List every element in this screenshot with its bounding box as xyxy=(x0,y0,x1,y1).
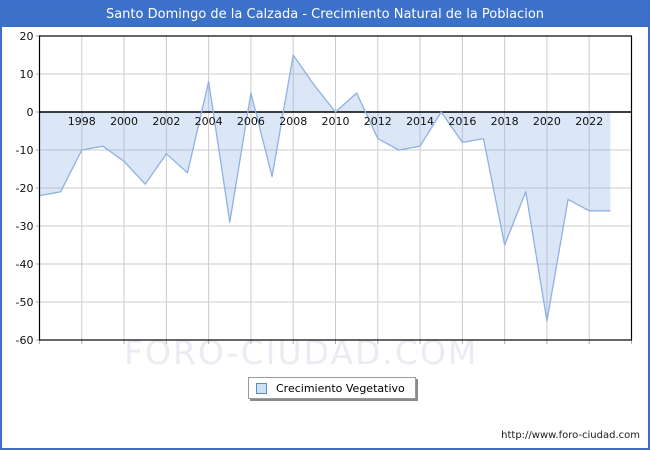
svg-text:2000: 2000 xyxy=(110,115,138,128)
svg-text:2022: 2022 xyxy=(575,115,603,128)
svg-text:2008: 2008 xyxy=(279,115,307,128)
svg-text:2004: 2004 xyxy=(195,115,223,128)
svg-text:-20: -20 xyxy=(16,182,34,195)
svg-text:0: 0 xyxy=(27,106,34,119)
legend-label: Crecimiento Vegetativo xyxy=(276,381,405,395)
svg-text:2016: 2016 xyxy=(448,115,476,128)
svg-text:2010: 2010 xyxy=(322,115,350,128)
svg-text:2006: 2006 xyxy=(237,115,265,128)
svg-text:2014: 2014 xyxy=(406,115,434,128)
svg-text:2002: 2002 xyxy=(152,115,180,128)
svg-text:-10: -10 xyxy=(16,144,34,157)
svg-text:-50: -50 xyxy=(16,296,34,309)
footer-url: http://www.foro-ciudad.com xyxy=(501,430,640,441)
svg-text:-40: -40 xyxy=(16,258,34,271)
svg-text:1998: 1998 xyxy=(68,115,96,128)
svg-text:20: 20 xyxy=(20,30,34,43)
svg-text:-30: -30 xyxy=(16,220,34,233)
page-title: Santo Domingo de la Calzada - Crecimient… xyxy=(105,7,545,22)
watermark: FORO-CIUDAD.COM xyxy=(124,333,479,372)
legend-swatch-icon xyxy=(256,382,267,394)
legend: Crecimiento Vegetativo xyxy=(248,377,416,399)
svg-text:-60: -60 xyxy=(16,334,34,347)
svg-text:2018: 2018 xyxy=(491,115,519,128)
svg-text:2020: 2020 xyxy=(533,115,561,128)
svg-text:2012: 2012 xyxy=(364,115,392,128)
chart-title-bar: Santo Domingo de la Calzada - Crecimient… xyxy=(2,2,648,27)
svg-text:10: 10 xyxy=(20,68,34,81)
